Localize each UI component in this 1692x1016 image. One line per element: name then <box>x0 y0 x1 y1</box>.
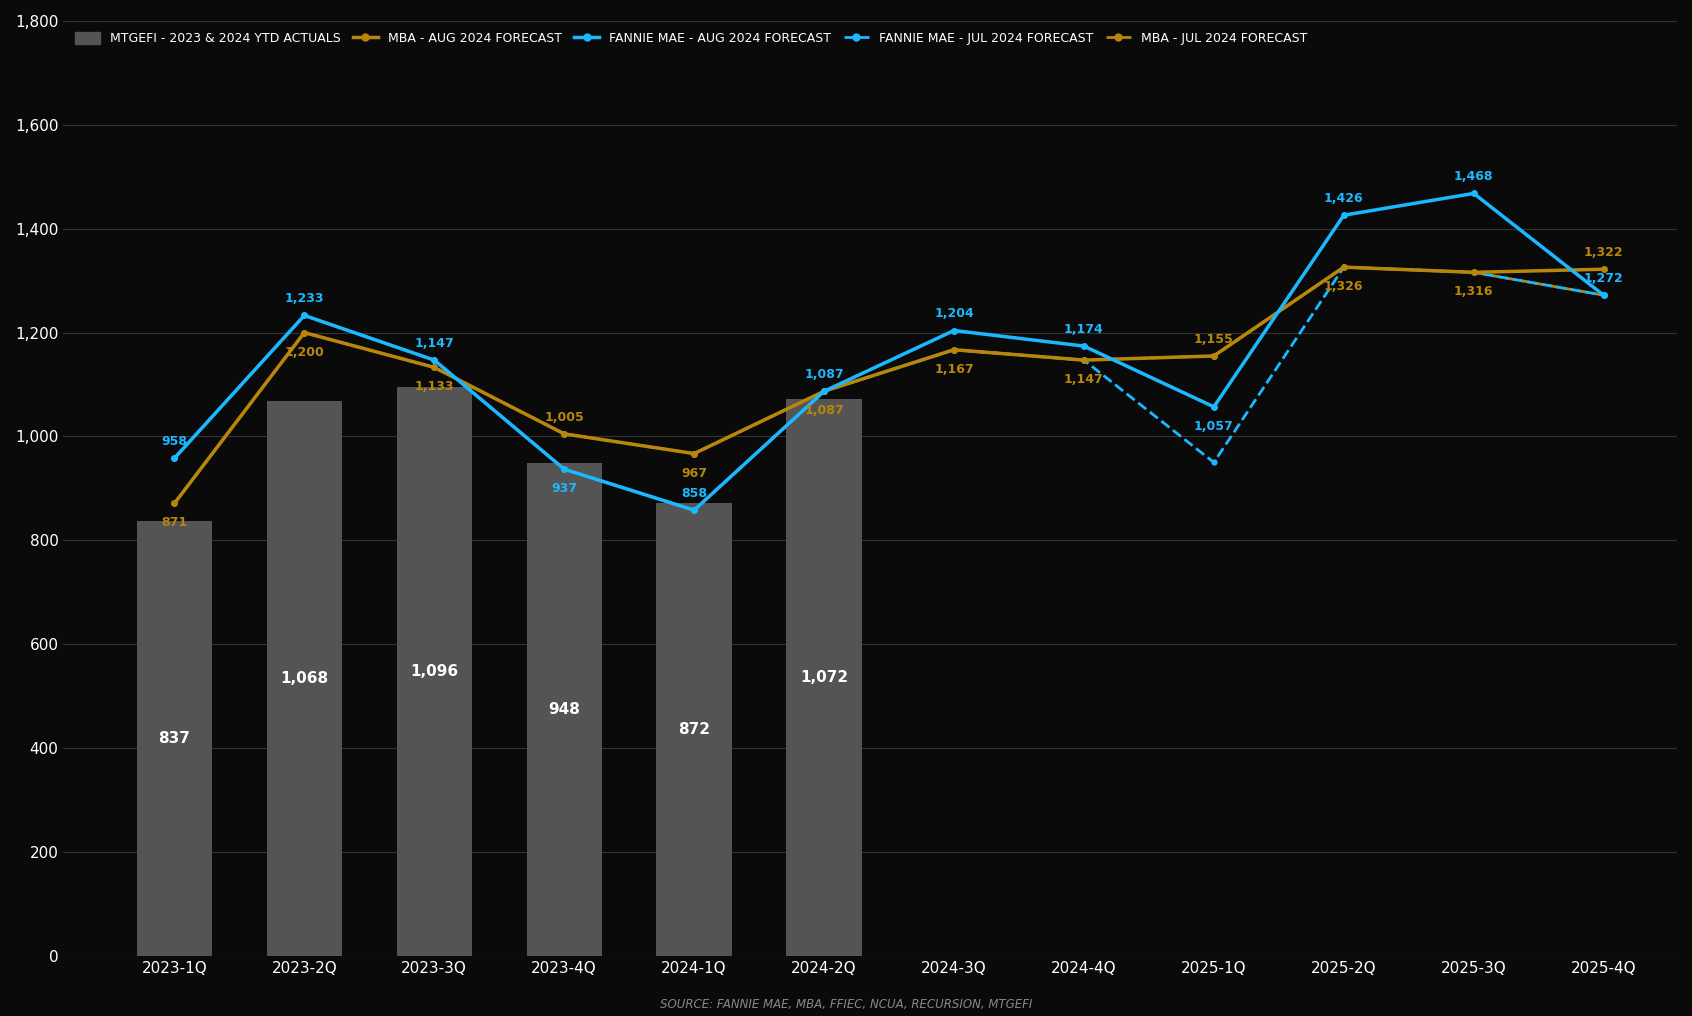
Text: SOURCE: FANNIE MAE, MBA, FFIEC, NCUA, RECURSION, MTGEFI: SOURCE: FANNIE MAE, MBA, FFIEC, NCUA, RE… <box>660 998 1032 1011</box>
Text: 871: 871 <box>161 516 188 529</box>
Text: 1,200: 1,200 <box>284 345 325 359</box>
Legend: MTGEFI - 2023 & 2024 YTD ACTUALS, MBA - AUG 2024 FORECAST, FANNIE MAE - AUG 2024: MTGEFI - 2023 & 2024 YTD ACTUALS, MBA - … <box>69 27 1311 50</box>
Text: 1,133: 1,133 <box>415 380 453 393</box>
Text: 1,272: 1,272 <box>1584 272 1624 285</box>
Bar <box>526 463 602 956</box>
Text: 967: 967 <box>682 466 707 480</box>
Text: 1,167: 1,167 <box>934 363 975 376</box>
Bar <box>787 399 861 956</box>
Text: 1,147: 1,147 <box>1064 373 1103 386</box>
Text: 858: 858 <box>682 487 707 500</box>
Text: 1,174: 1,174 <box>1064 323 1103 336</box>
Text: 1,057: 1,057 <box>1195 420 1233 433</box>
Text: 1,005: 1,005 <box>545 410 584 424</box>
Text: 872: 872 <box>678 721 711 737</box>
Text: 1,087: 1,087 <box>804 368 844 381</box>
Text: 1,072: 1,072 <box>800 670 848 685</box>
Text: 837: 837 <box>159 731 190 746</box>
Text: 1,426: 1,426 <box>1323 192 1364 205</box>
Text: 1,468: 1,468 <box>1453 171 1494 183</box>
Text: 1,087: 1,087 <box>804 404 844 418</box>
Text: 948: 948 <box>548 702 580 717</box>
Text: 1,068: 1,068 <box>281 671 328 686</box>
Text: 1,147: 1,147 <box>415 337 453 350</box>
Text: 1,155: 1,155 <box>1195 333 1233 345</box>
Bar <box>656 503 733 956</box>
Bar <box>137 521 212 956</box>
Bar <box>396 386 472 956</box>
Text: 1,204: 1,204 <box>934 307 975 320</box>
Text: 958: 958 <box>161 435 188 448</box>
Text: 1,096: 1,096 <box>409 663 459 679</box>
Bar <box>267 401 342 956</box>
Text: 1,233: 1,233 <box>284 293 325 305</box>
Text: 937: 937 <box>552 483 577 495</box>
Text: 1,322: 1,322 <box>1584 246 1623 259</box>
Text: 1,316: 1,316 <box>1453 285 1494 299</box>
Text: 1,326: 1,326 <box>1325 280 1364 293</box>
